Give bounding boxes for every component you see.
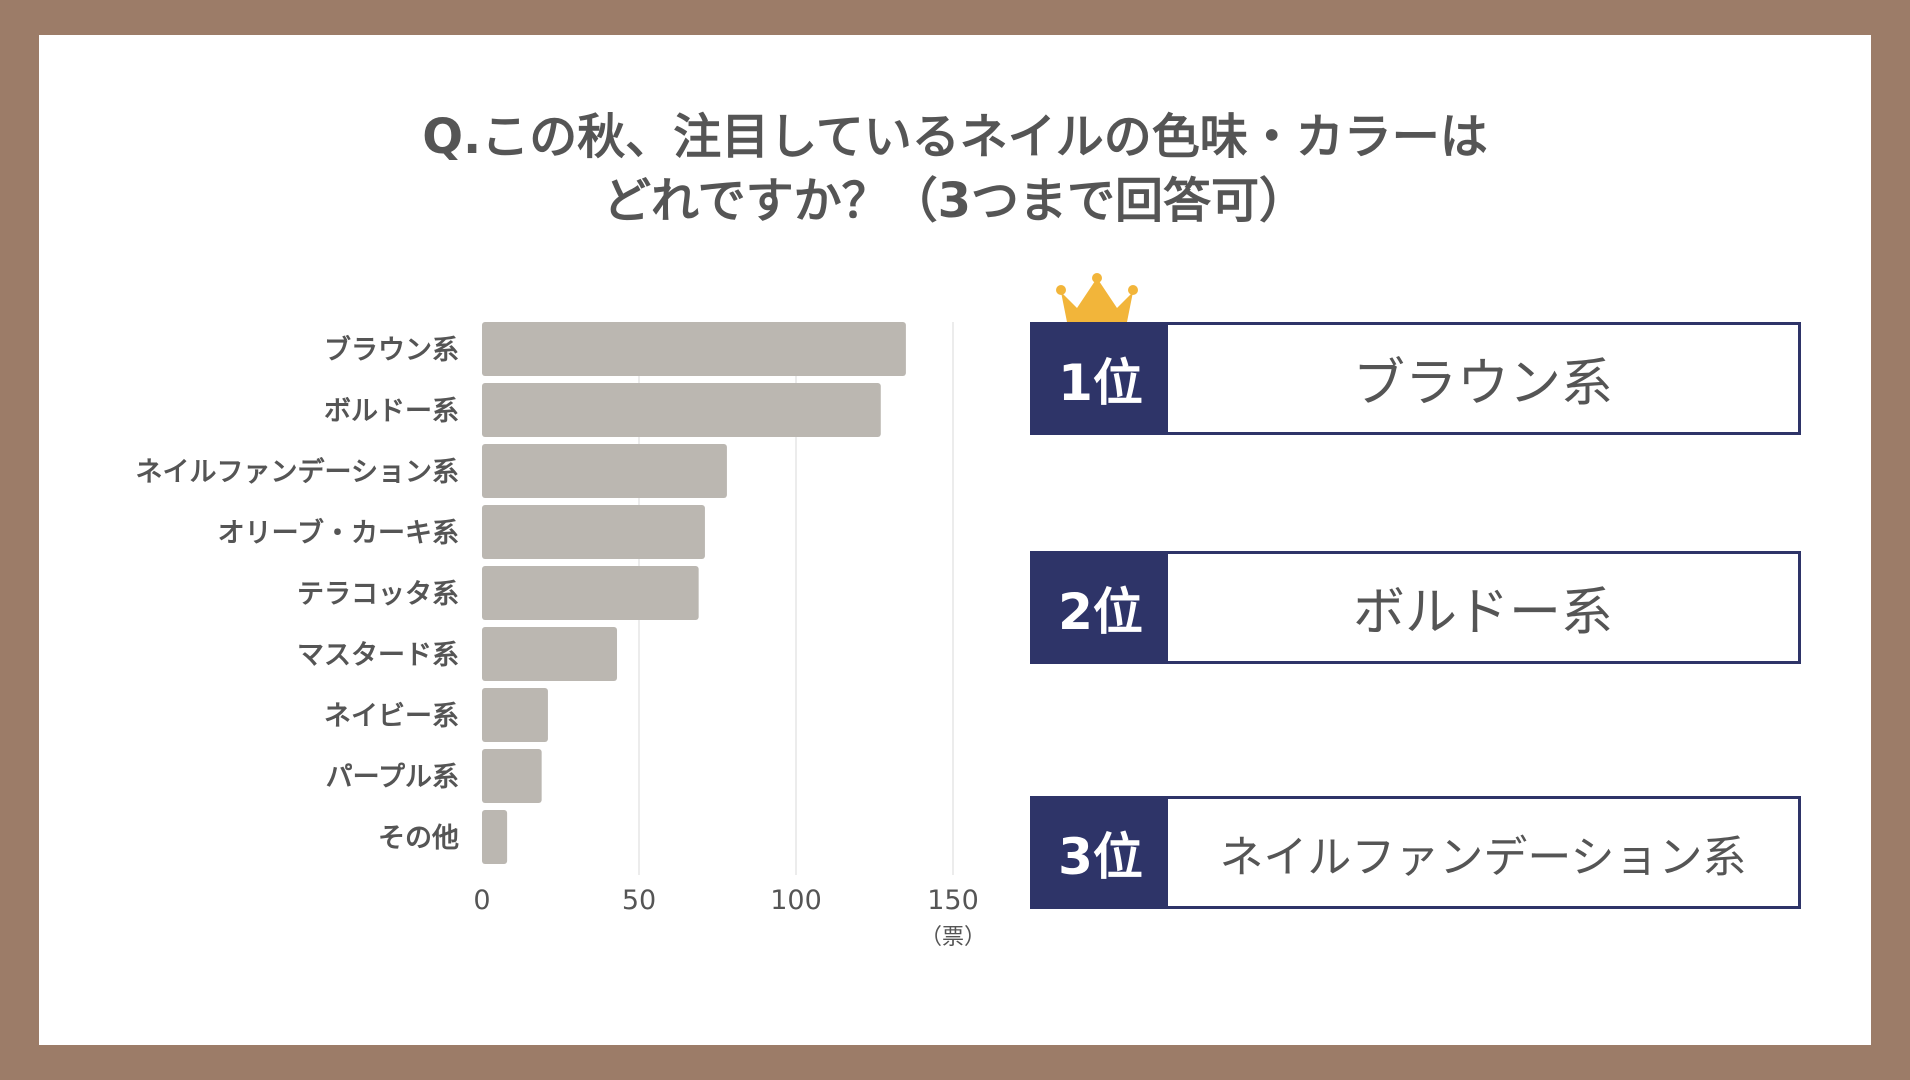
rank-2-box: 2位 ボルドー系 (1030, 551, 1801, 664)
category-label: テラコッタ系 (297, 579, 459, 610)
rank-2-badge: 2位 (1033, 554, 1168, 661)
bar (482, 688, 548, 742)
rank-3-badge: 3位 (1033, 799, 1168, 906)
bar (482, 505, 705, 559)
x-tick-label: 150 (927, 885, 979, 916)
x-tick-label: 100 (770, 885, 822, 916)
category-label: その他 (378, 823, 459, 854)
category-label: ブラウン系 (324, 334, 459, 366)
rank-1-name: ブラウン系 (1352, 354, 1613, 414)
bar (482, 627, 618, 681)
category-label: ネイビー系 (324, 701, 459, 732)
bar (482, 444, 727, 498)
rank-3-box: 3位 ネイルファンデーション系 (1030, 796, 1801, 909)
rank-3-name: ネイルファンデーション系 (1219, 831, 1747, 883)
bar (482, 810, 508, 864)
bar (482, 566, 699, 620)
x-tick-label: 50 (622, 885, 656, 916)
bar (482, 749, 542, 803)
crown-icon (1056, 273, 1138, 322)
category-label: オリーブ・カーキ系 (218, 517, 459, 549)
rank-2-name: ボルドー系 (1352, 583, 1613, 643)
category-label: ネイルファンデーション系 (136, 456, 459, 488)
category-label: マスタード系 (297, 640, 459, 671)
page-title: Q.この秋、注目しているネイルの色味・カラーは どれですか？（3つまで回答可） (0, 105, 1910, 233)
category-label: ボルドー系 (324, 396, 459, 427)
bar (482, 322, 906, 376)
x-tick-label: 0 (473, 885, 490, 916)
title-line-2: どれですか？（3つまで回答可） (603, 173, 1307, 229)
title-line-1: Q.この秋、注目しているネイルの色味・カラーは (422, 109, 1488, 165)
category-label: パープル系 (326, 762, 459, 793)
axis-unit-label: （票） (920, 925, 986, 950)
bar (482, 383, 881, 437)
rank-1-box: 1位 ブラウン系 (1030, 322, 1801, 435)
rank-1-badge: 1位 (1033, 325, 1168, 432)
